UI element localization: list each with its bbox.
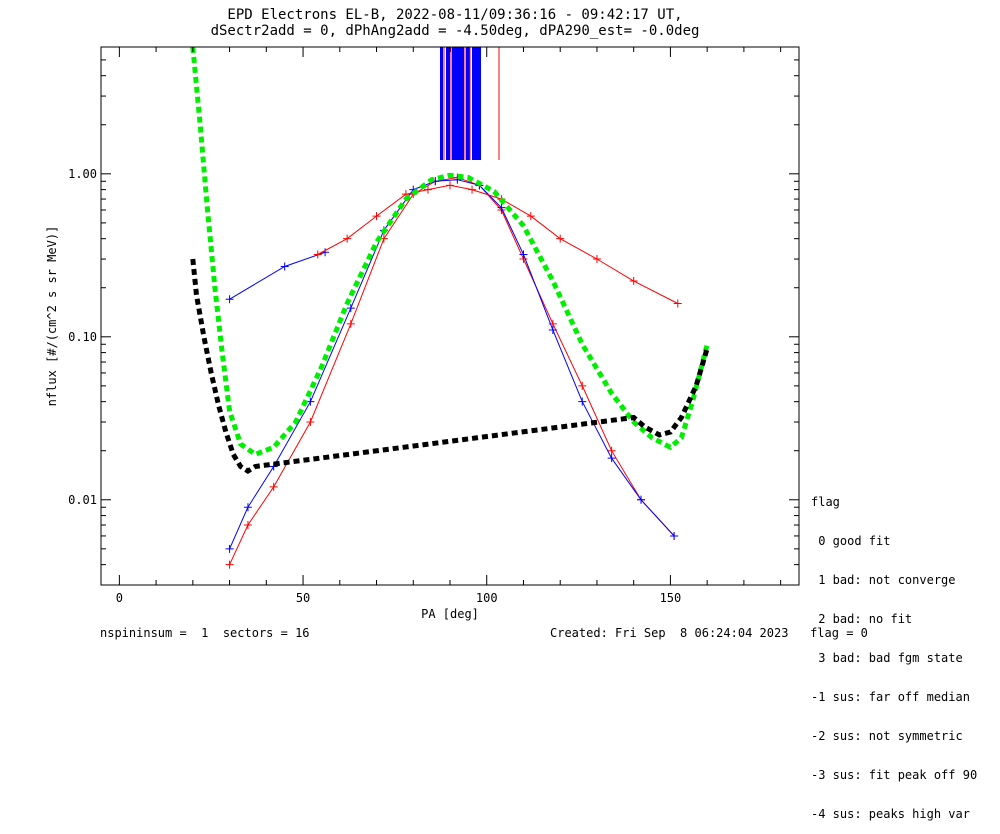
data-point <box>346 304 355 313</box>
data-point <box>306 418 315 427</box>
data-point <box>629 276 638 285</box>
x-tick-label: 100 <box>476 591 498 605</box>
data-point <box>468 185 477 194</box>
x-tick-label: 150 <box>660 591 682 605</box>
y-axis-label: nflux [#/(cm^2 s sr MeV)] <box>45 226 59 407</box>
legend-entry: 3 bad: bad fgm state <box>811 651 963 665</box>
data-point <box>225 544 234 553</box>
data-point <box>225 295 234 304</box>
data-point <box>670 531 679 540</box>
series-line <box>229 179 675 550</box>
fit-curve <box>190 47 710 458</box>
chart-subtitle: dSectr2add = 0, dPhAng2add = -4.50deg, d… <box>210 23 700 39</box>
peak-burst-group <box>440 47 500 160</box>
legend-entry: 1 bad: not converge <box>811 573 956 587</box>
data-point <box>607 446 616 455</box>
data-point <box>423 185 432 194</box>
y-tick-label: 1.00 <box>68 167 97 181</box>
series-line <box>229 251 326 300</box>
fit-curve <box>190 258 710 475</box>
legend-entry: -2 sus: not symmetric <box>811 729 963 743</box>
series-line <box>317 184 679 304</box>
data-point <box>453 175 462 184</box>
data-point <box>519 250 528 259</box>
data-point <box>243 521 252 530</box>
data-point <box>497 203 506 212</box>
data-point <box>343 234 352 243</box>
legend-entry: 0 good fit <box>811 534 891 548</box>
footer-left: nspininsum = 1 sectors = 16 <box>100 626 310 640</box>
data-point <box>446 181 454 190</box>
series-line <box>229 176 675 565</box>
chart-title: EPD Electrons EL-B, 2022-08-11/09:36:16 … <box>227 7 683 23</box>
data-point <box>548 326 557 335</box>
y-tick-label: 0.10 <box>68 330 97 344</box>
data-point <box>607 454 616 463</box>
data-point <box>346 319 355 328</box>
footer-right: Created: Fri Sep 8 06:24:04 2023 flag = … <box>550 626 868 640</box>
y-tick-label: 0.01 <box>68 493 97 507</box>
data-point <box>578 397 587 406</box>
data-point <box>578 381 587 390</box>
data-point <box>243 503 252 512</box>
x-tick-label: 50 <box>296 591 310 605</box>
data-point <box>526 212 535 221</box>
legend-entry: 2 bad: no fit <box>811 612 913 626</box>
data-point <box>280 262 289 271</box>
flag-legend: flag 0 good fit 1 bad: not converge 2 ba… <box>811 470 977 834</box>
legend-entry: -4 sus: peaks high var <box>811 807 970 821</box>
legend-title: flag <box>811 495 840 509</box>
data-point <box>556 234 565 243</box>
data-point <box>592 255 601 264</box>
data-point <box>313 250 322 259</box>
chart-plot: 0 50 100 150 0.01 0.10 1.00 PA [deg] nflux [#/… <box>45 46 800 621</box>
x-axis-label: PA [deg] <box>421 607 479 621</box>
legend-entry: -1 sus: far off median <box>811 690 970 704</box>
data-point <box>372 212 381 221</box>
legend-entry: -3 sus: fit peak off 90 <box>811 768 978 782</box>
data-point <box>673 299 682 308</box>
data-point <box>225 560 234 569</box>
data-point <box>637 495 646 504</box>
x-tick-label: 0 <box>116 591 123 605</box>
data-point <box>269 482 278 491</box>
